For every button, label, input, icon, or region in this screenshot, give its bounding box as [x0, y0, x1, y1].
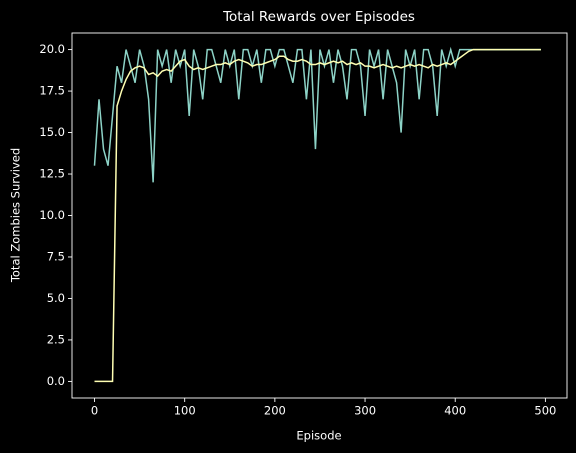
y-tick-label: 15.0	[39, 125, 65, 139]
y-tick-label: 20.0	[39, 42, 65, 56]
y-tick-label: 2.5	[47, 332, 65, 346]
y-tick-label: 17.5	[39, 84, 65, 98]
series-line	[94, 48, 541, 383]
x-tick-label: 100	[174, 404, 196, 418]
y-axis-label: Total Zombies Survived	[9, 148, 23, 283]
y-tick-label: 12.5	[39, 167, 65, 181]
y-tick-label: 5.0	[47, 291, 65, 305]
x-tick-label: 400	[444, 404, 466, 418]
chart-title: Total Rewards over Episodes	[222, 9, 415, 25]
x-axis-label: Episode	[296, 429, 341, 443]
x-tick-label: 300	[354, 404, 376, 418]
x-tick-label: 500	[534, 404, 556, 418]
y-tick-label: 10.0	[39, 208, 65, 222]
y-tick-label: 7.5	[47, 249, 65, 263]
y-tick-label: 0.0	[47, 374, 65, 388]
x-tick-label: 200	[264, 404, 286, 418]
series-line	[93, 46, 541, 183]
x-tick-label: 0	[91, 404, 98, 418]
